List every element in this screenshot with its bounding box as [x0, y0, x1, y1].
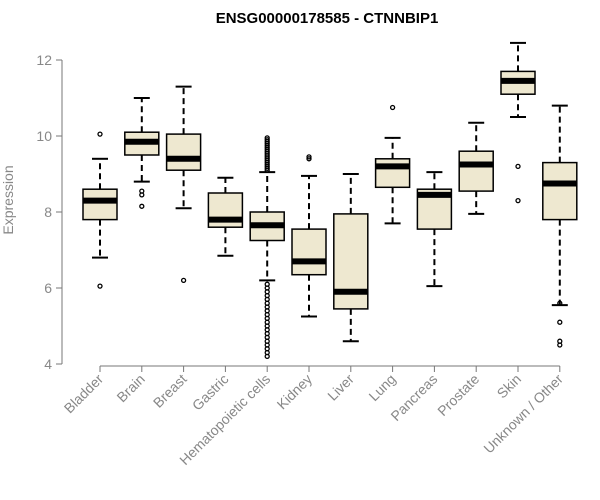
box-iqr: [82, 188, 118, 221]
outlier-point: [264, 353, 270, 360]
box-brain: [124, 97, 160, 209]
box-unknown-other: [542, 104, 578, 348]
outlier-point: [180, 277, 187, 284]
box-gastric: [207, 176, 244, 257]
outlier-point: [515, 163, 521, 170]
x-tick-label: Breast: [150, 371, 190, 411]
outlier-point: [557, 300, 563, 306]
outlier-point: [306, 154, 312, 160]
box-iqr: [165, 133, 202, 171]
x-tick-label: Lung: [365, 371, 398, 404]
x-tick-label: Skin: [494, 371, 525, 402]
box-iqr: [291, 228, 327, 276]
box-series: [82, 41, 578, 360]
y-tick-label: 6: [44, 280, 52, 296]
outlier-point: [557, 319, 563, 325]
box-pancreas: [416, 171, 453, 288]
box-prostate: [458, 121, 494, 215]
outlier-point: [139, 203, 145, 209]
x-tick-label: Bladder: [61, 371, 107, 417]
chart-title: ENSG00000178585 - CTNNBIP1: [216, 10, 439, 27]
y-axis-label: Expression: [0, 165, 16, 234]
outlier-point: [557, 342, 563, 348]
box-kidney: [291, 154, 327, 318]
outlier-point: [264, 167, 270, 173]
box-iqr: [374, 158, 411, 189]
outlier-point: [97, 283, 103, 289]
y-tick-label: 12: [36, 52, 52, 68]
x-tick-label: Brain: [113, 371, 147, 405]
x-tick-label: Kidney: [274, 371, 316, 413]
y-axis: 4 6 8 10 12: [36, 52, 63, 372]
box-liver: [333, 173, 369, 343]
box-breast: [165, 85, 202, 284]
box-iqr: [458, 150, 494, 192]
outlier-point: [139, 192, 145, 198]
box-skin: [500, 41, 536, 204]
box-lung: [374, 104, 411, 225]
y-tick-label: 8: [44, 204, 52, 220]
outlier-point: [264, 165, 270, 171]
x-tick-label: Liver: [324, 371, 357, 404]
outlier-point: [515, 197, 521, 204]
outlier-point: [389, 104, 396, 111]
box-hematopoietic-cells: [249, 135, 285, 360]
box-bladder: [82, 131, 118, 289]
x-tick-label: Prostate: [434, 371, 482, 419]
x-tick-label: Unknown / Other: [480, 371, 566, 457]
outlier-point: [97, 131, 103, 137]
outlier-point: [306, 156, 312, 162]
box-iqr: [542, 161, 578, 221]
y-tick-label: 10: [36, 128, 52, 144]
y-tick-label: 4: [44, 356, 52, 372]
